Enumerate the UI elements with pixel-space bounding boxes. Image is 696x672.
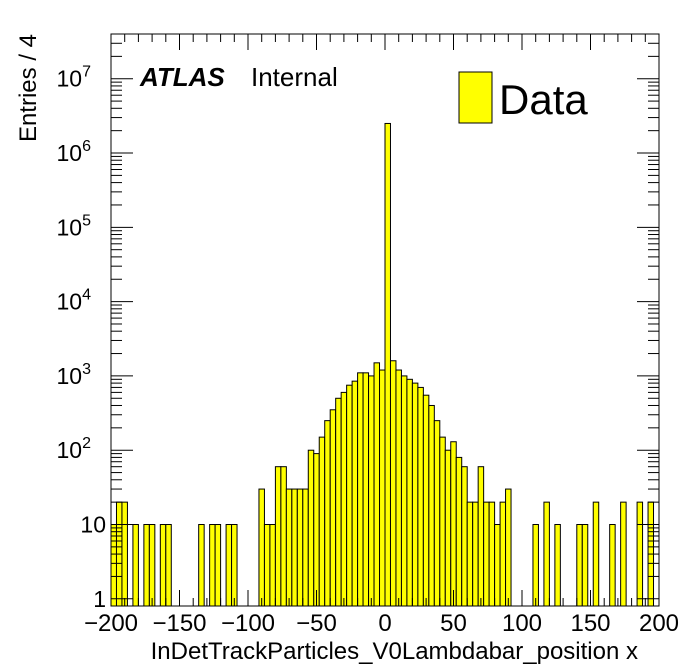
y-axis-title: Entries / 4: [15, 34, 42, 142]
histogram-bin: [636, 501, 644, 607]
histogram-bin: [274, 466, 282, 607]
histogram-bin: [368, 375, 375, 607]
histogram-bin: [324, 420, 331, 607]
histogram-bin: [329, 409, 337, 607]
histogram-bin: [318, 436, 326, 607]
legend-entry-data: Data: [499, 76, 588, 123]
histogram-bin: [291, 488, 298, 607]
histogram-bin: [422, 394, 430, 607]
x-tick-label: 200: [639, 610, 679, 637]
histogram-bin: [428, 404, 435, 607]
histogram-bin: [483, 501, 490, 607]
histogram-bin: [296, 488, 304, 607]
histogram-bin: [231, 524, 238, 607]
histogram-bin: [532, 524, 539, 607]
histogram-bin: [488, 501, 496, 607]
histogram-bin: [543, 501, 550, 607]
histogram-bin: [411, 382, 419, 607]
histogram-bin: [461, 466, 468, 607]
y-tick-labels: 1 10 102 103 104 105 106 107: [57, 64, 107, 612]
y-tick-label: 107: [57, 64, 92, 92]
histogram-bin: [148, 524, 156, 607]
x-tick-label: 100: [502, 610, 542, 637]
histogram-bin: [346, 384, 353, 607]
histogram-bin: [384, 122, 391, 607]
histogram-bin: [389, 360, 397, 607]
x-tick-label: −150: [152, 610, 206, 637]
histogram-bin: [110, 524, 117, 607]
x-axis-ticks: [110, 34, 660, 606]
histogram-bin: [379, 369, 386, 607]
y-tick-label: 103: [57, 361, 92, 389]
histogram-bin: [340, 391, 348, 607]
histogram-bin: [499, 501, 507, 607]
histogram-bin: [214, 524, 222, 607]
histogram-bin: [132, 524, 139, 607]
histogram-bin: [444, 449, 452, 607]
x-tick-label: 0: [378, 610, 391, 637]
histogram-bin: [472, 501, 479, 607]
y-tick-label: 105: [57, 212, 92, 240]
x-tick-label: −100: [221, 610, 275, 637]
y-tick-label: 102: [57, 435, 92, 463]
histogram-bin: [335, 397, 342, 607]
histogram-bin: [406, 378, 413, 607]
histogram-bin: [285, 488, 293, 607]
histogram-bin: [263, 524, 271, 607]
histogram-bin: [373, 362, 381, 607]
histogram-bin: [609, 524, 616, 607]
x-tick-label: −200: [84, 610, 138, 637]
histogram-bars: [110, 122, 655, 607]
histogram-bin: [313, 453, 320, 607]
y-tick-label: 1: [93, 586, 106, 612]
histogram-bin: [165, 524, 172, 607]
histogram-bin: [450, 441, 457, 607]
histogram-bin: [581, 524, 589, 607]
x-tick-label: 50: [440, 610, 467, 637]
legend-swatch: [458, 71, 493, 124]
histogram-bin: [466, 501, 474, 607]
histogram-bin: [554, 524, 561, 607]
histogram-bin: [143, 524, 150, 607]
y-axis-ticks: [111, 33, 659, 600]
atlas-label: ATLAS: [139, 62, 225, 92]
legend: Data: [458, 71, 588, 124]
histogram-bin: [351, 380, 359, 607]
histogram-bin: [620, 501, 627, 607]
histogram-bin: [576, 524, 583, 607]
histogram-bin: [395, 369, 402, 607]
histogram-bin: [433, 420, 441, 607]
y-tick-label: 106: [57, 138, 92, 166]
x-axis-title: InDetTrackParticles_V0Lambdabar_position…: [151, 638, 638, 665]
histogram-bin: [592, 501, 600, 607]
histogram-bin: [494, 524, 501, 607]
histogram-bin: [121, 501, 128, 607]
y-tick-label: 10: [80, 512, 106, 538]
histogram-bin: [400, 375, 408, 607]
histogram-bin: [307, 449, 315, 607]
histogram-bin: [159, 524, 167, 607]
y-tick-label: 104: [57, 287, 92, 315]
histogram-bin: [417, 386, 424, 607]
histogram-bin: [477, 466, 485, 607]
internal-label: Internal: [251, 62, 338, 92]
histogram-bin: [198, 524, 205, 607]
histogram-bin: [225, 524, 233, 607]
histogram-bin: [258, 488, 265, 607]
histogram-bin: [269, 524, 276, 607]
x-tick-label: −50: [296, 610, 337, 637]
histogram-bin: [505, 488, 512, 607]
histogram-bin: [357, 372, 364, 607]
histogram-bin: [209, 524, 216, 607]
histogram-bin: [362, 372, 370, 607]
x-tick-label: 150: [570, 610, 610, 637]
histogram-bin: [455, 456, 463, 607]
histogram-bin: [439, 436, 446, 607]
histogram-bin: [302, 488, 309, 607]
x-tick-labels: −200 −150 −100 −50 0 50 100 150 200: [84, 610, 679, 637]
histogram-bin: [280, 466, 287, 607]
